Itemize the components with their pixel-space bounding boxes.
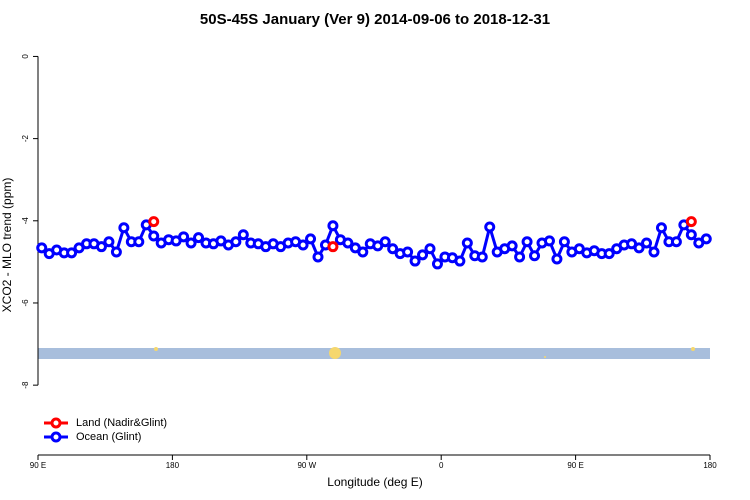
data-point	[700, 233, 712, 245]
data-point	[110, 246, 122, 258]
land-mask-strip	[38, 347, 710, 359]
data-point	[521, 236, 533, 248]
x-tick-label: 90 E	[30, 461, 46, 470]
x-tick-label: 0	[439, 461, 444, 470]
data-point	[514, 251, 526, 263]
data-point	[133, 236, 145, 248]
land-dot	[329, 347, 341, 359]
y-tick-label: -2	[21, 135, 30, 143]
data-point	[633, 242, 645, 254]
x-tick-label: 180	[166, 461, 180, 470]
data-point	[66, 247, 78, 259]
data-point	[387, 243, 399, 255]
data-point	[402, 246, 414, 258]
y-axis-label: XCO2 - MLO trend (ppm)	[0, 178, 14, 313]
y-tick-label: -4	[21, 217, 30, 225]
data-point	[461, 237, 473, 249]
strip	[38, 348, 710, 359]
data-point	[409, 255, 421, 267]
data-point	[297, 239, 309, 251]
x-axis-label: Longitude (deg E)	[327, 475, 422, 489]
data-point	[543, 235, 555, 247]
data-point	[551, 253, 563, 265]
x-tick-label: 90 W	[297, 461, 316, 470]
data-point	[148, 230, 160, 242]
data-point	[655, 222, 667, 234]
y-tick-label: -6	[21, 299, 30, 307]
legend-marker	[50, 431, 62, 443]
data-point	[558, 236, 570, 248]
y-tick-label: -8	[21, 381, 30, 389]
data-point	[327, 220, 339, 232]
land-dot	[691, 347, 695, 351]
land-dot	[544, 356, 546, 358]
data-point	[431, 258, 443, 270]
chart-title: 50S-45S January (Ver 9) 2014-09-06 to 20…	[200, 11, 550, 28]
data-point	[476, 251, 488, 263]
data-point	[193, 232, 205, 244]
y-tick-label: 0	[21, 54, 30, 59]
data-point	[342, 237, 354, 249]
data-point	[327, 241, 339, 253]
x-tick-label: 180	[703, 461, 717, 470]
data-point	[237, 229, 249, 241]
data-point	[454, 255, 466, 267]
data-point	[417, 249, 429, 261]
data-point	[379, 236, 391, 248]
data-point	[178, 231, 190, 243]
data-point	[670, 236, 682, 248]
x-tick-label: 90 E	[567, 461, 583, 470]
data-point	[685, 216, 697, 228]
data-point	[305, 233, 317, 245]
data-point	[529, 250, 541, 262]
data-point	[685, 229, 697, 241]
data-point	[118, 222, 130, 234]
data-point	[148, 216, 160, 228]
data-point	[95, 241, 107, 253]
legend-label: Land (Nadir&Glint)	[76, 417, 167, 429]
data-point	[648, 246, 660, 258]
data-point	[103, 236, 115, 248]
data-point	[185, 237, 197, 249]
data-point	[484, 221, 496, 233]
data-point	[36, 242, 48, 254]
data-point	[506, 240, 518, 252]
legend-marker	[50, 417, 62, 429]
data-point	[312, 251, 324, 263]
data-point	[230, 236, 242, 248]
land-dot	[154, 347, 158, 351]
data-point	[603, 248, 615, 260]
data-point	[424, 243, 436, 255]
legend-label: Ocean (Glint)	[76, 431, 141, 443]
data-point	[641, 237, 653, 249]
data-point	[357, 246, 369, 258]
